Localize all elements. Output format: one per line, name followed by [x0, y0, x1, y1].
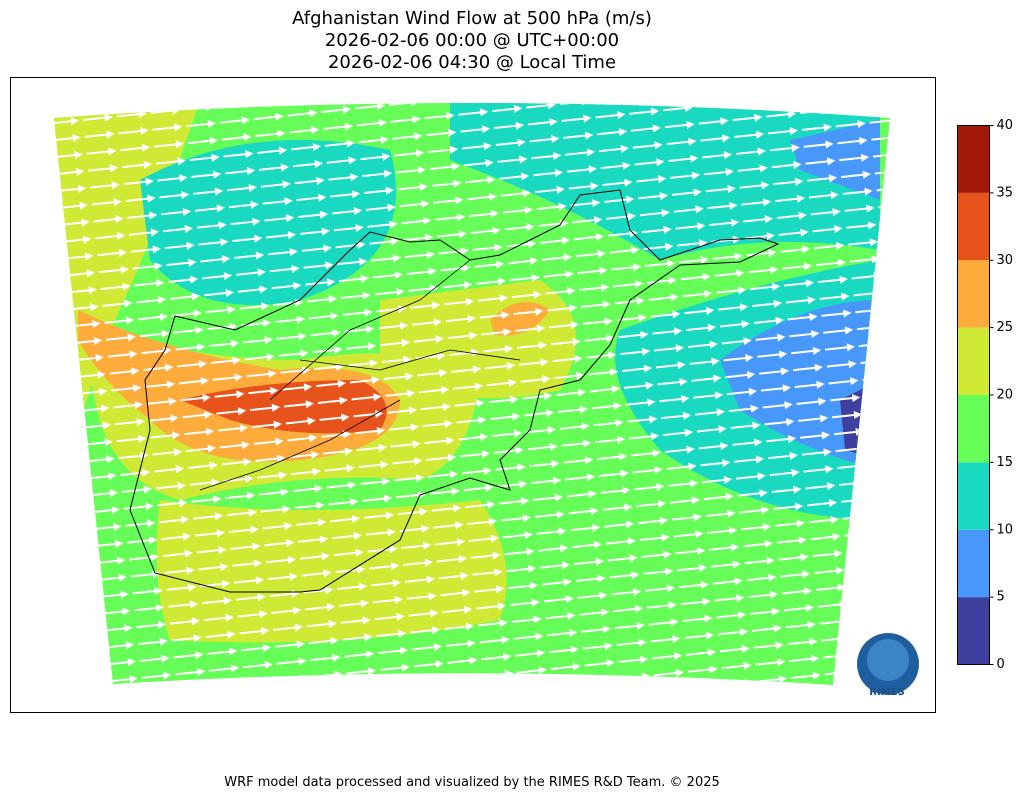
- colorbar-tick-label: 15: [997, 455, 1014, 470]
- colorbar-tick-label: 25: [997, 320, 1014, 335]
- colorbar-tick-label: 5: [997, 590, 1005, 605]
- colorbar-frame: [957, 125, 990, 665]
- colorbar-tick-label: 0: [997, 657, 1005, 672]
- title-line: 2026-02-06 04:30 @ Local Time: [328, 52, 616, 73]
- colorbar-segment: [957, 327, 990, 395]
- colorbar-tick-label: 35: [997, 185, 1014, 200]
- colorbar-tick-label: 40: [997, 118, 1014, 133]
- colorbar-segment: [957, 529, 990, 598]
- title-line: Afghanistan Wind Flow at 500 hPa (m/s): [292, 8, 652, 29]
- footer: WRF model data processed and visualized …: [224, 775, 720, 790]
- colorbar-tick-label: 30: [997, 253, 1014, 268]
- title-line: 2026-02-06 00:00 @ UTC+00:00: [325, 30, 619, 51]
- colorbar-segment: [957, 192, 990, 261]
- colorbar-tick-label: 10: [997, 522, 1014, 537]
- logo-globe: [867, 639, 909, 681]
- colorbar-segment: [957, 395, 990, 463]
- wind-field: [54, 103, 890, 685]
- colorbar-tick-label: 20: [997, 388, 1014, 403]
- logo-text: RIMES: [869, 687, 904, 698]
- colorbar-segment: [957, 260, 990, 328]
- colorbar-segment: [957, 125, 990, 193]
- colorbar-segment: [957, 597, 990, 665]
- colorbar-segment: [957, 462, 990, 530]
